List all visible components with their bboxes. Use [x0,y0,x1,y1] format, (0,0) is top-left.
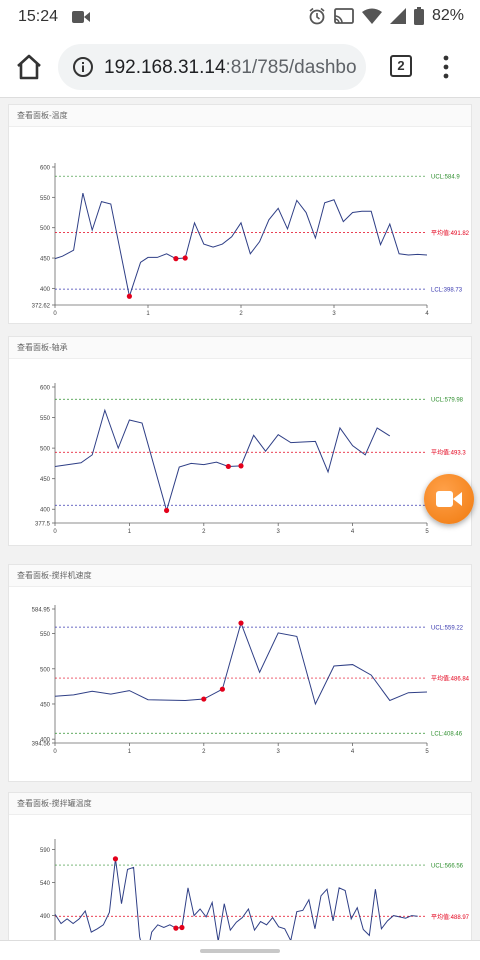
screen-record-button[interactable] [424,474,474,524]
panel-title: 查看面板-轴承 [9,337,471,359]
y-tick-label: 450 [40,702,51,708]
y-tick-label: 600 [40,386,51,392]
y-tick-label: 550 [40,196,51,202]
signal-icon [389,8,406,24]
center-label: 平均值:493.3 [431,449,466,457]
center-label: 平均值:486.84 [431,675,470,683]
x-tick-label: 4 [351,529,355,535]
address-bar[interactable]: 192.168.31.14:81/785/dashbo [58,44,366,90]
y-tick-label: 450 [40,257,51,263]
y-tick-label: 400 [40,738,51,744]
alarm-point [182,255,188,261]
alarm-point [225,463,231,470]
cast-icon [334,8,354,24]
battery-icon [413,7,424,25]
panel-title: 查看面板-搅拌机速度 [9,565,471,587]
x-tick-label: 5 [425,529,429,535]
x-tick-label: 2 [202,529,206,535]
ucl-label: UCL:559.22 [431,626,464,632]
y-tick-label: 600 [40,166,51,172]
url-path: :81/785/dashbo [225,57,357,78]
gesture-handle[interactable] [200,949,280,953]
alarm-point [173,925,179,931]
video-camera-icon [436,491,462,507]
y-tick-label: 400 [40,287,51,293]
y-tick-label: 490 [40,914,51,920]
y-tick-label: 584.95 [32,608,51,614]
status-bar: 15:24 82% [0,0,480,36]
x-tick-label: 2 [202,749,206,755]
chart-panel-tank-temperature: 查看面板-搅拌罐温度 590540490450UCL:566.56平均值:488… [8,792,472,960]
ucl-label: UCL:566.56 [431,864,464,870]
battery-percent: 82% [431,7,464,24]
y-tick-label: 590 [40,848,51,854]
y-tick-label: 372.62 [32,304,51,310]
x-tick-label: 0 [53,529,57,535]
alarm-point [112,856,119,862]
y-tick-label: 377.5 [35,522,51,528]
url-host: 192.168.31.14 [104,57,226,78]
lcl-label: LCL:408.46 [431,732,463,738]
x-tick-label: 1 [128,749,132,755]
x-tick-label: 2 [239,311,243,317]
y-tick-label: 500 [40,667,51,673]
alarm-point [201,696,207,702]
x-tick-label: 4 [351,749,355,755]
series-line [54,408,391,513]
panel-title: 查看面板-温度 [9,105,471,127]
control-chart-temperature: 600 550 500 450 400 372.620 1 2 3 4 UCL:584.9 平均值:4… [32,163,470,317]
control-chart-bearing: 600 550 500 450 400 377.50 1 2 3 4 5 UCL:579.98 平均值:… [35,383,466,535]
alarm-point [219,686,225,692]
chart-panel-mixer-speed: 查看面板-搅拌机速度 584.95 550 500 450 400 394.56 0 1 2 3 4… [8,564,472,782]
y-tick-label: 550 [40,416,51,422]
y-tick-label: 500 [40,447,51,453]
record-icon [72,11,90,23]
lcl-label: LCL:398.73 [431,288,463,294]
x-tick-label: 4 [425,311,429,317]
status-icons: 82% [308,7,464,25]
alarm-icon [309,7,325,25]
info-icon[interactable] [72,56,94,78]
status-time: 15:24 [18,8,59,25]
center-label: 平均值:488.97 [431,913,470,921]
y-tick-label: 500 [40,226,51,232]
x-tick-label: 0 [53,749,57,755]
alarm-point [238,620,244,626]
alarm-point [164,507,170,514]
series-line [54,621,428,706]
x-tick-label: 3 [277,529,281,535]
series-line [54,192,428,299]
y-tick-label: 540 [40,881,51,887]
dashboard-content: 查看面板-温度 600 550 500 450 400 372.62 0 1 2 3 4 UCL:58… [0,98,480,960]
home-icon[interactable] [14,52,44,82]
ucl-label: UCL:579.98 [431,398,464,404]
x-tick-label: 5 [425,749,429,755]
y-tick-label: 450 [40,477,51,483]
chart-panel-temperature: 查看面板-温度 600 550 500 450 400 372.62 0 1 2 3 4 UCL:58… [8,104,472,324]
browser-toolbar: 192.168.31.14:81/785/dashbo 2 [0,36,480,98]
alarm-point [173,256,179,262]
y-tick-label: 394.56 [32,742,51,748]
url-text[interactable]: 192.168.31.14:81/785/dashbo [104,57,360,79]
alarm-point [126,293,132,299]
x-tick-label: 1 [128,529,132,535]
x-tick-label: 1 [146,311,150,317]
system-nav-bar [0,940,480,960]
panel-title: 查看面板-搅拌罐温度 [9,793,471,815]
x-tick-label: 3 [277,749,281,755]
x-tick-label: 3 [332,311,336,317]
y-tick-label: 400 [40,508,51,514]
alarm-point [179,924,185,931]
ucl-label: UCL:584.9 [431,175,460,181]
wifi-icon [361,8,382,24]
more-menu-icon[interactable] [438,54,454,80]
y-tick-label: 550 [40,632,51,638]
chart-panel-bearing: 查看面板-轴承 600 550 500 450 400 377.5 0 1 2 3 4 5 UCL:57… [8,336,472,546]
x-tick-label: 0 [53,311,57,317]
tab-switcher-button[interactable]: 2 [390,55,412,77]
center-label: 平均值:491.82 [431,229,470,237]
alarm-point [238,463,244,469]
